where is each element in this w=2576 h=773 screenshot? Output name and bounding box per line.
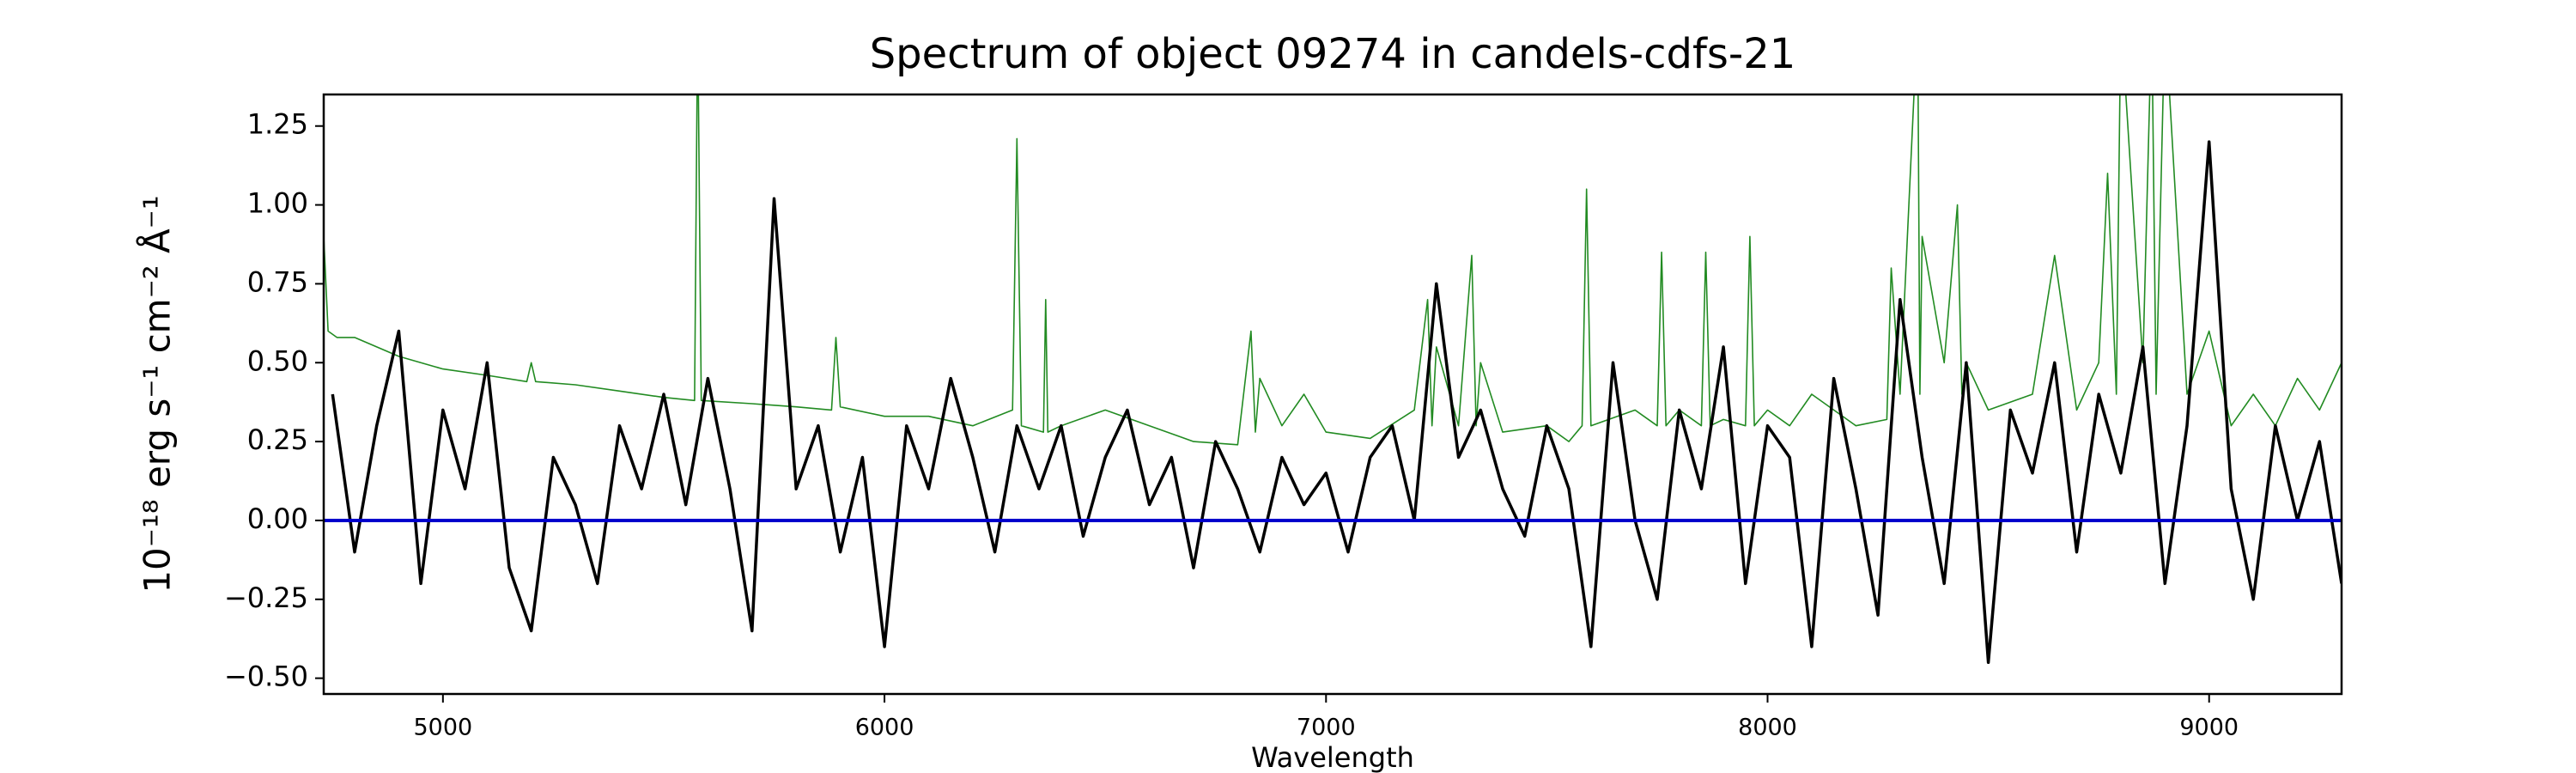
- x-tick-label: 9000: [2179, 715, 2239, 741]
- x-axis-label: Wavelength: [1251, 741, 1414, 773]
- x-tick-label: 5000: [413, 715, 472, 741]
- plot-area: [324, 94, 2342, 665]
- y-tick-label: −0.25: [224, 581, 308, 614]
- x-tick-label: 7000: [1297, 715, 1356, 741]
- spectrum-line: [331, 140, 2342, 665]
- y-tick-label: 0.50: [247, 344, 308, 377]
- y-tick-label: 0.75: [247, 265, 308, 298]
- y-tick-label: 1.00: [247, 187, 308, 220]
- y-axis-label: 10⁻¹⁸ erg s⁻¹ cm⁻² Å⁻¹: [136, 195, 179, 593]
- y-tick-label: 0.00: [247, 502, 308, 535]
- y-tick-label: 0.25: [247, 423, 308, 456]
- x-tick-label: 6000: [855, 715, 914, 741]
- x-tick-label: 8000: [1738, 715, 1797, 741]
- y-tick-label: −0.50: [224, 660, 308, 693]
- y-tick-label: 1.25: [247, 108, 308, 141]
- chart-title: Spectrum of object 09274 in candels-cdfs…: [870, 30, 1796, 78]
- axes-frame: [322, 93, 2343, 696]
